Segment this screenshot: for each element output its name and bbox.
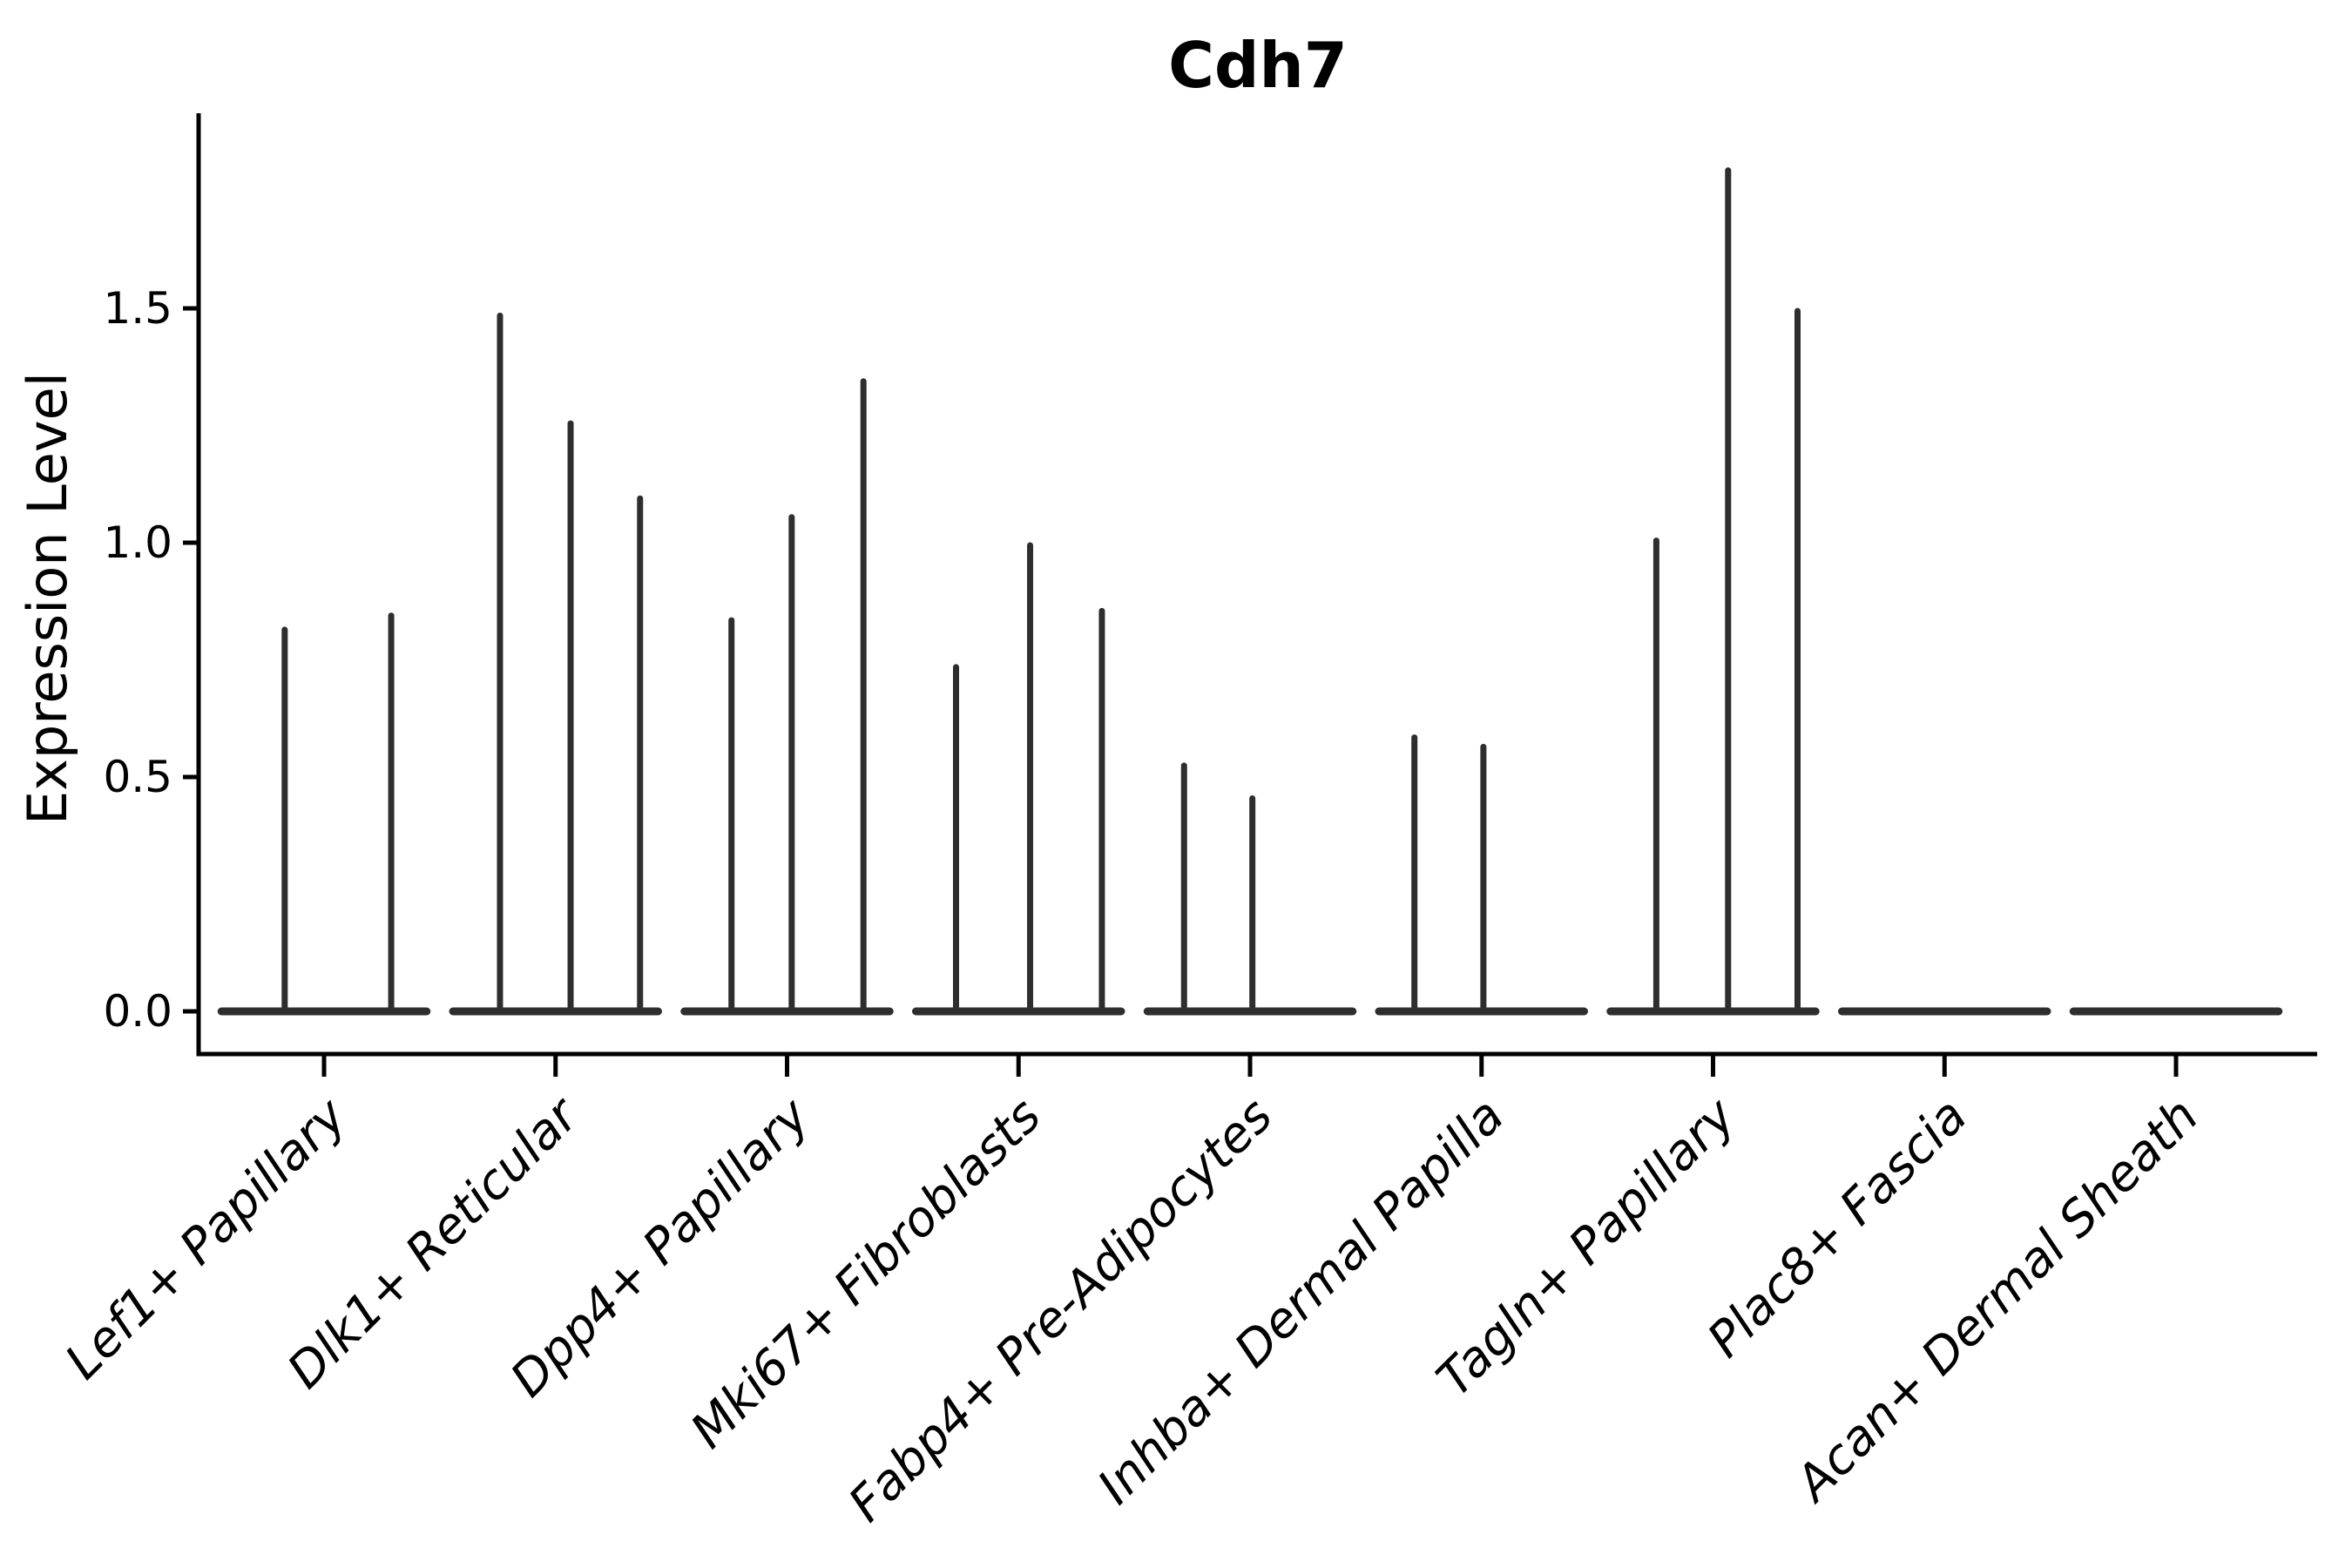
violin-base — [1838, 1007, 2051, 1016]
violins-layer — [217, 167, 2283, 1016]
violin — [217, 612, 431, 1016]
violin — [1606, 167, 1820, 1016]
violin-base — [1606, 1007, 1820, 1016]
violin — [1838, 1007, 2051, 1016]
y-tick-label: 0.0 — [103, 986, 172, 1037]
x-tick-label: Fabp4+ Pre-Adipocytes — [838, 1087, 1283, 1532]
violin-base — [912, 1007, 1125, 1016]
y-tick-label: 0.5 — [103, 752, 172, 802]
plot-title: Cdh7 — [1168, 29, 1348, 102]
violin — [912, 542, 1125, 1016]
violin — [2069, 1007, 2283, 1016]
x-tick-label: Inhba+ Dermal Papilla — [1087, 1087, 1515, 1515]
violin — [449, 312, 662, 1016]
y-tick-label: 1.5 — [103, 283, 172, 334]
violin — [1143, 762, 1357, 1016]
violin-base — [449, 1007, 662, 1016]
y-tick-label: 1.0 — [103, 517, 172, 568]
violin-base — [2069, 1007, 2283, 1016]
x-tick-label: Acan+ Dermal Sheath — [1783, 1087, 2209, 1513]
violin — [1375, 734, 1588, 1016]
violin — [680, 378, 894, 1016]
y-axis-label: Expression Level — [16, 372, 79, 825]
violin-base — [217, 1007, 431, 1016]
